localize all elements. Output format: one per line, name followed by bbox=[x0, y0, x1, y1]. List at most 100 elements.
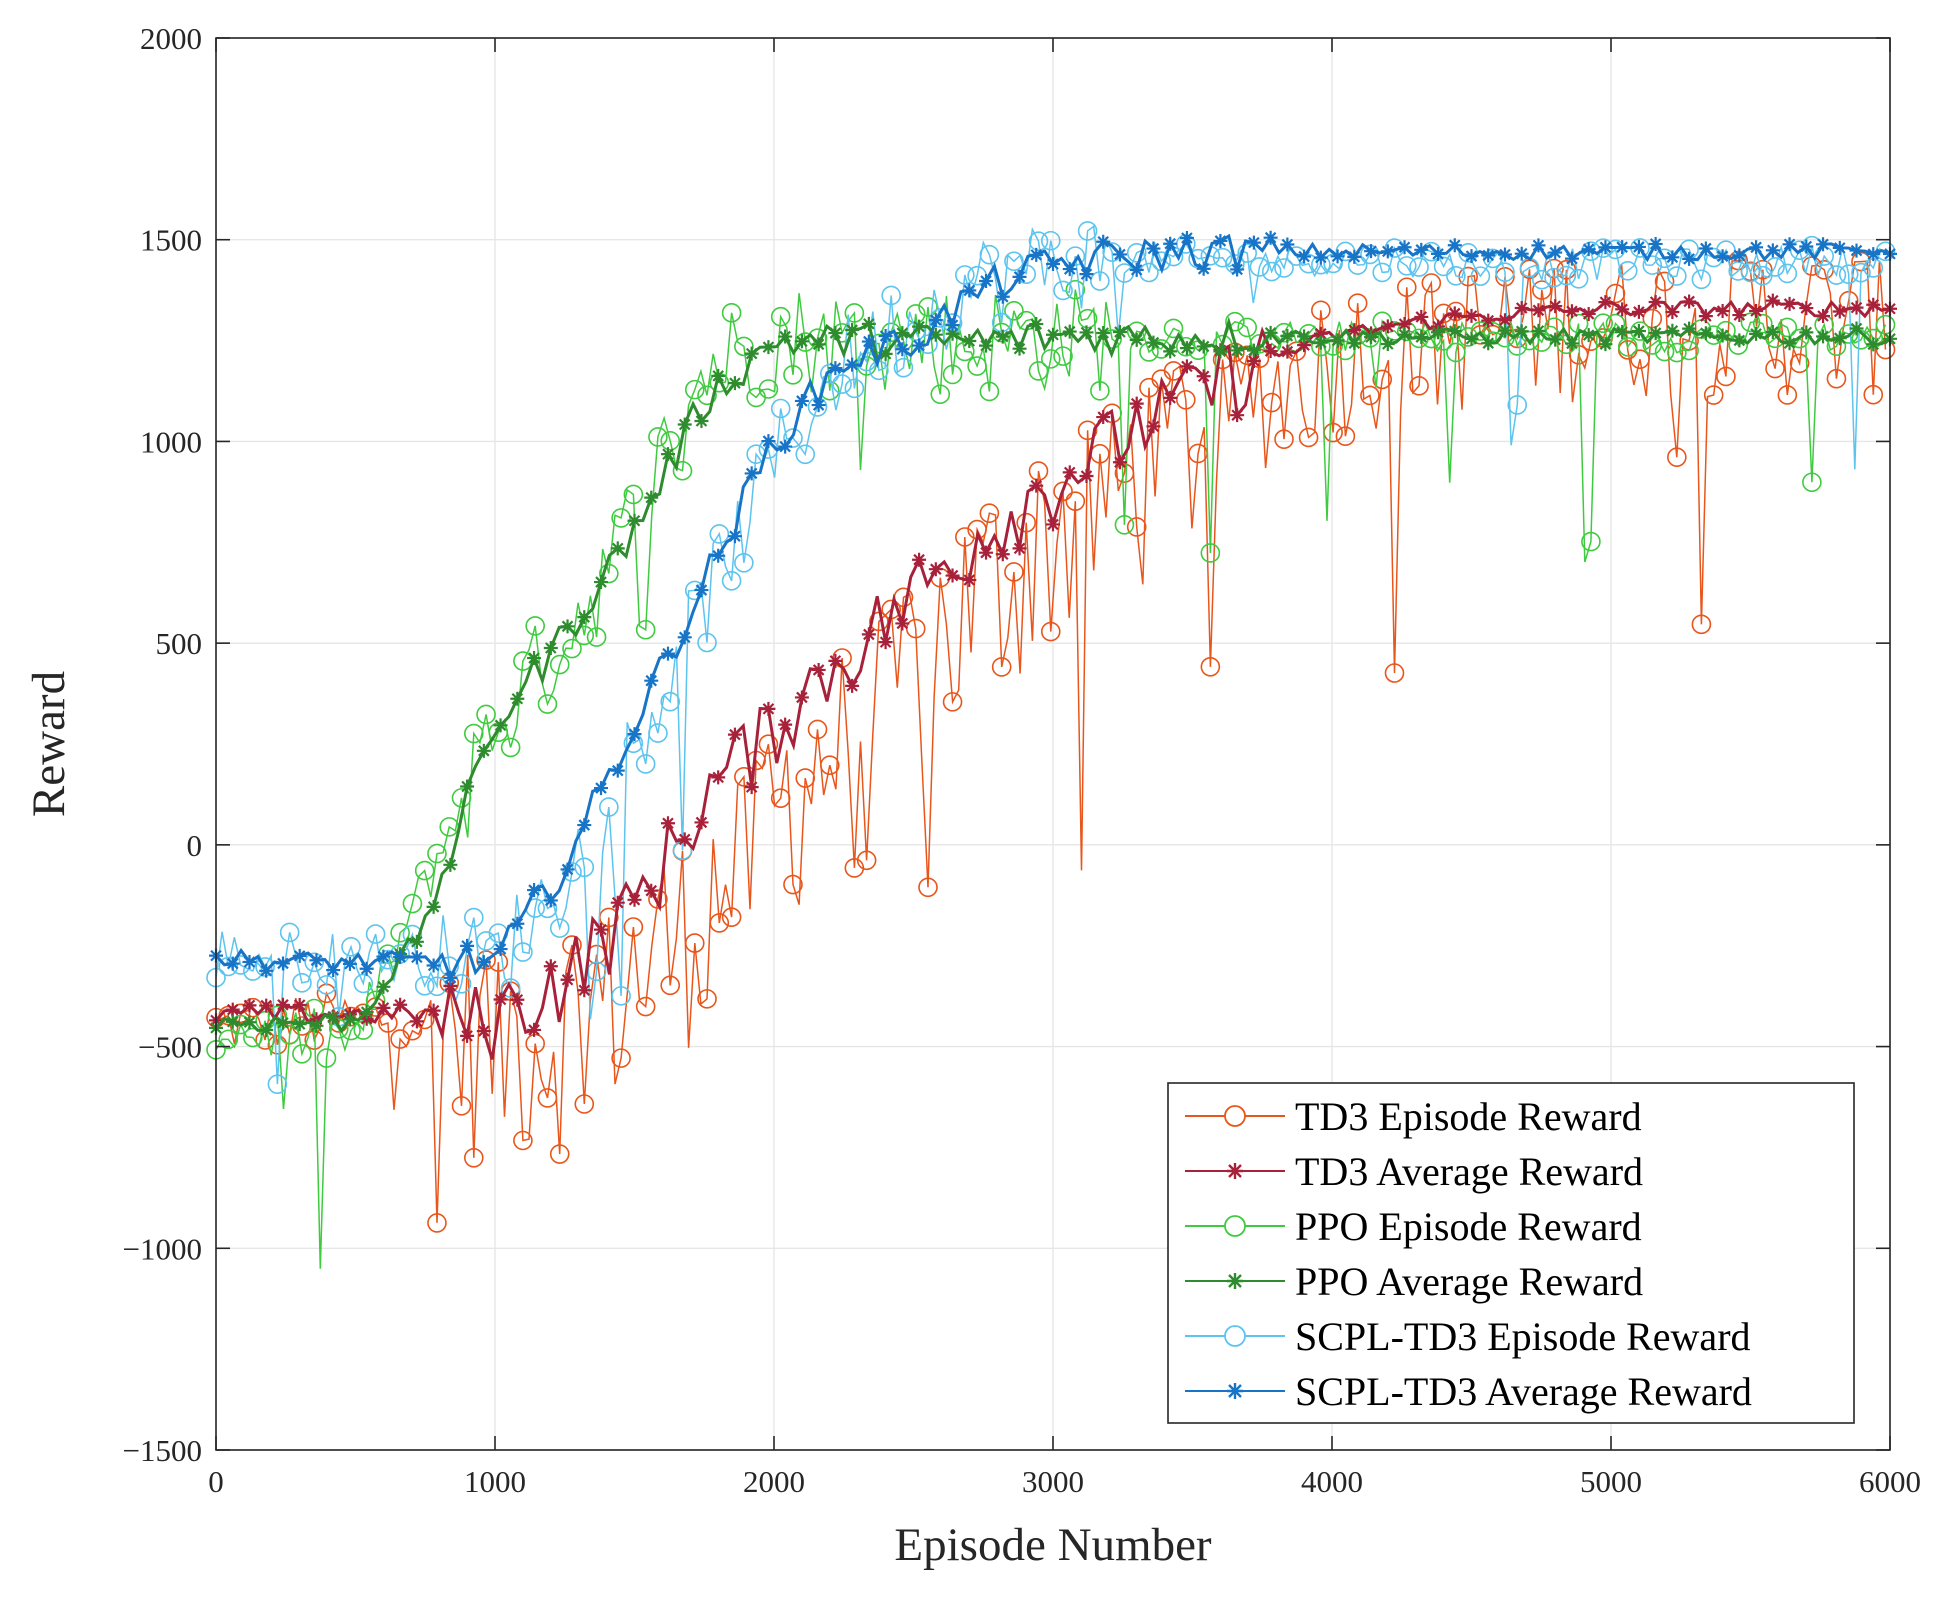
data-point bbox=[844, 303, 865, 323]
data-point bbox=[1246, 235, 1261, 250]
data-point bbox=[1409, 376, 1429, 396]
data-point bbox=[778, 329, 793, 344]
data-point bbox=[832, 374, 852, 394]
data-point bbox=[979, 244, 1000, 265]
data-point bbox=[1077, 308, 1098, 329]
data-point bbox=[711, 548, 726, 563]
data-point bbox=[1615, 240, 1630, 255]
data-point bbox=[342, 956, 357, 971]
series-layer bbox=[206, 221, 1897, 1269]
data-point bbox=[328, 1018, 349, 1039]
data-point bbox=[694, 583, 709, 598]
data-point bbox=[1698, 241, 1713, 256]
data-point bbox=[230, 1003, 251, 1024]
data-point bbox=[316, 975, 337, 995]
data-point bbox=[426, 899, 441, 914]
data-point bbox=[1481, 248, 1496, 263]
data-point bbox=[1447, 238, 1462, 253]
data-point bbox=[1514, 246, 1529, 261]
series-5 bbox=[209, 230, 1897, 985]
data-point bbox=[409, 1014, 424, 1029]
data-point bbox=[1446, 301, 1466, 322]
data-point bbox=[727, 529, 742, 544]
data-point bbox=[783, 874, 803, 895]
data-point bbox=[527, 883, 542, 898]
data-point bbox=[962, 334, 977, 349]
data-point bbox=[549, 654, 570, 675]
legend-item: SCPL-TD3 Episode Reward bbox=[1185, 1314, 1751, 1359]
data-point bbox=[353, 973, 374, 994]
data-point bbox=[1548, 299, 1563, 314]
data-point bbox=[1096, 234, 1111, 249]
data-point bbox=[594, 575, 609, 590]
data-point bbox=[660, 447, 675, 462]
data-point bbox=[292, 997, 307, 1012]
data-point bbox=[1179, 230, 1194, 245]
data-point bbox=[1065, 491, 1086, 511]
data-point bbox=[1732, 308, 1747, 323]
data-point bbox=[292, 1044, 312, 1064]
data-point bbox=[1654, 341, 1675, 362]
data-point bbox=[1749, 326, 1764, 341]
data-point bbox=[225, 956, 240, 971]
legend-item: TD3 Average Reward bbox=[1185, 1149, 1643, 1194]
data-point bbox=[1832, 240, 1847, 255]
data-point bbox=[510, 992, 525, 1007]
data-point bbox=[1740, 262, 1761, 283]
data-point bbox=[1397, 327, 1412, 342]
data-point bbox=[1079, 325, 1094, 340]
data-point bbox=[443, 970, 458, 985]
data-point bbox=[1866, 337, 1881, 352]
data-point bbox=[627, 727, 642, 742]
data-point bbox=[744, 466, 759, 481]
data-point bbox=[761, 434, 776, 449]
data-point bbox=[1497, 323, 1512, 338]
data-point bbox=[460, 779, 475, 794]
data-point bbox=[1004, 562, 1024, 582]
data-point bbox=[1263, 230, 1278, 245]
data-point bbox=[684, 933, 705, 953]
data-point bbox=[513, 1130, 533, 1151]
data-point bbox=[426, 1003, 441, 1018]
data-point bbox=[1447, 306, 1462, 321]
data-point bbox=[1028, 361, 1049, 381]
data-point bbox=[543, 641, 558, 656]
data-point bbox=[543, 893, 558, 908]
data-point bbox=[611, 986, 631, 1006]
data-point bbox=[1360, 244, 1380, 265]
data-point bbox=[861, 334, 876, 349]
legend: TD3 Episode Reward TD3 Average Reward PPO … bbox=[1167, 1082, 1855, 1424]
legend-label: PPO Episode Reward bbox=[1295, 1204, 1642, 1249]
data-point bbox=[1715, 304, 1730, 319]
data-point bbox=[1630, 349, 1650, 370]
data-point bbox=[1029, 317, 1044, 332]
data-point bbox=[644, 883, 659, 898]
data-point bbox=[794, 334, 809, 349]
data-point bbox=[1012, 341, 1027, 356]
data-point bbox=[895, 326, 910, 341]
data-point bbox=[1313, 326, 1328, 341]
data-point bbox=[828, 653, 843, 668]
data-point bbox=[1129, 332, 1144, 347]
data-point bbox=[783, 428, 803, 448]
data-point bbox=[635, 996, 656, 1017]
data-point bbox=[1237, 317, 1257, 338]
data-point bbox=[1548, 332, 1563, 347]
data-point bbox=[1004, 251, 1024, 272]
data-point bbox=[1765, 293, 1780, 308]
data-point bbox=[1765, 257, 1785, 277]
data-point bbox=[500, 978, 521, 998]
legend-item: SCPL-TD3 Average Reward bbox=[1185, 1369, 1752, 1414]
data-point bbox=[427, 843, 447, 864]
data-point bbox=[1112, 247, 1127, 262]
series-3 bbox=[209, 316, 1897, 1037]
legend-label: TD3 Episode Reward bbox=[1295, 1094, 1642, 1139]
data-point bbox=[1631, 239, 1646, 254]
data-point bbox=[1832, 304, 1847, 319]
data-point bbox=[1615, 325, 1630, 340]
data-point bbox=[1470, 266, 1491, 286]
data-point bbox=[845, 678, 860, 693]
data-point bbox=[1568, 268, 1589, 289]
data-point bbox=[1146, 419, 1161, 434]
data-point bbox=[928, 562, 943, 577]
